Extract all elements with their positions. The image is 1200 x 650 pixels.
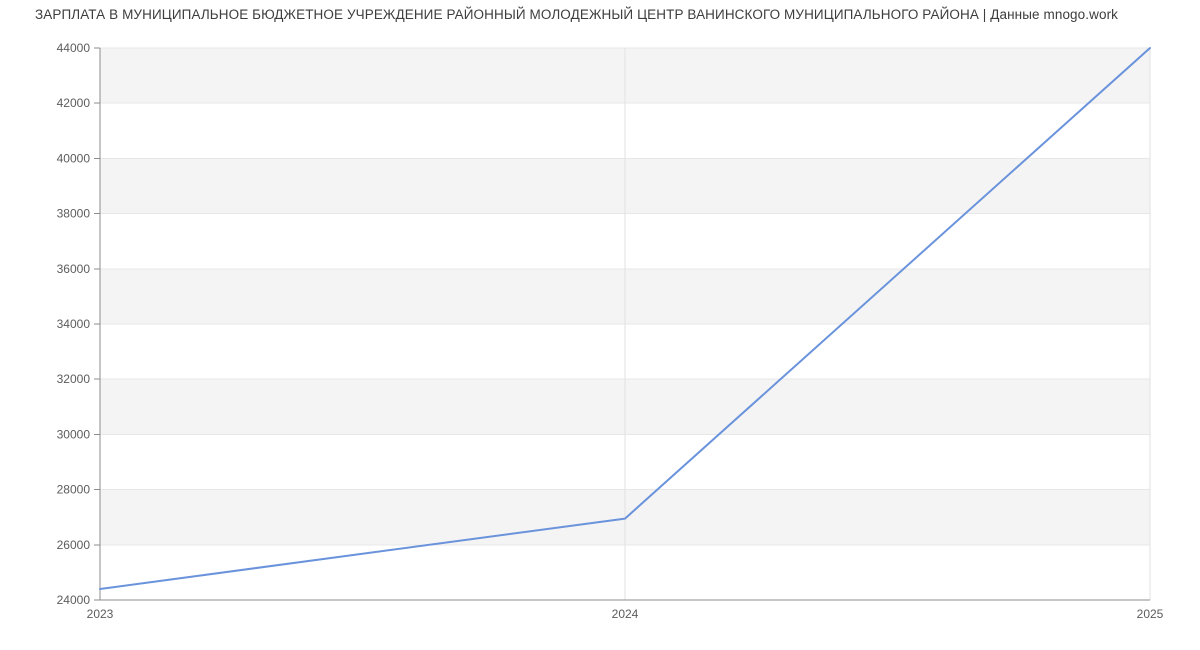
x-tick-label: 2024 xyxy=(612,607,639,621)
y-tick-label: 42000 xyxy=(57,96,91,110)
y-tick-label: 32000 xyxy=(57,372,91,386)
x-tick-label: 2023 xyxy=(87,607,114,621)
y-tick-label: 26000 xyxy=(57,538,91,552)
y-tick-label: 30000 xyxy=(57,427,91,441)
y-tick-label: 28000 xyxy=(57,483,91,497)
y-tick-label: 36000 xyxy=(57,262,91,276)
y-tick-label: 44000 xyxy=(57,41,91,55)
chart-line xyxy=(99,47,1151,590)
y-tick-label: 24000 xyxy=(57,593,91,607)
chart-title: ЗАРПЛАТА В МУНИЦИПАЛЬНОЕ БЮДЖЕТНОЕ УЧРЕЖ… xyxy=(35,7,1119,22)
x-tick-label: 2025 xyxy=(1137,607,1164,621)
y-tick-label: 38000 xyxy=(57,207,91,221)
y-tick-label: 34000 xyxy=(57,317,91,331)
y-tick-label: 40000 xyxy=(57,151,91,165)
